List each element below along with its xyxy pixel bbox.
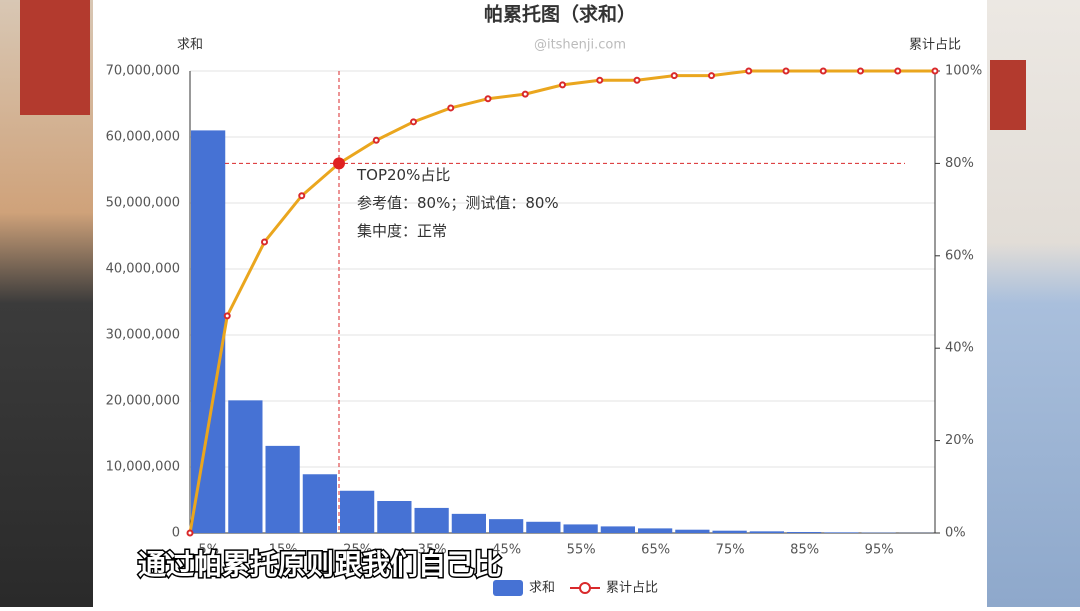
line-point [672, 73, 677, 78]
y-tick-label: 50,000,000 [106, 196, 180, 211]
bar [638, 528, 672, 533]
annotation-text: 参考值：80%；测试值：80% [357, 194, 559, 212]
y2-tick-label: 100% [945, 64, 982, 79]
line-point [411, 119, 416, 124]
bar [489, 519, 523, 533]
chart-title: 帕累托图（求和） [484, 3, 636, 26]
y-tick-label: 10,000,000 [106, 460, 180, 475]
bar [787, 532, 821, 533]
bar [415, 508, 449, 533]
watermark: @itshenji.com [534, 38, 626, 53]
y-axis-title: 求和 [177, 38, 203, 53]
bar [303, 474, 337, 533]
y2-tick-label: 20% [945, 433, 974, 448]
bar [601, 526, 635, 533]
line-point [635, 78, 640, 83]
line-point [299, 193, 304, 198]
wall-frame [990, 60, 1026, 130]
bar [564, 524, 598, 533]
y2-tick-label: 0% [945, 526, 966, 541]
y-tick-label: 20,000,000 [106, 394, 180, 409]
y-tick-label: 70,000,000 [106, 64, 180, 79]
line-point [448, 105, 453, 110]
line-point [746, 69, 751, 74]
y-tick-label: 40,000,000 [106, 262, 180, 277]
line-point [709, 73, 714, 78]
y2-tick-label: 80% [945, 156, 974, 171]
legend-swatch [493, 580, 523, 596]
wall-frame [20, 0, 90, 115]
y2-tick-label: 60% [945, 248, 974, 263]
legend-label: 累计占比 [606, 581, 658, 596]
bar [266, 446, 300, 533]
line-point [784, 69, 789, 74]
line-point [523, 92, 528, 97]
x-tick-label: 85% [790, 543, 819, 558]
bar [452, 514, 486, 533]
bar [750, 531, 784, 533]
line-point [262, 239, 267, 244]
x-tick-label: 55% [567, 543, 596, 558]
line-point [597, 78, 602, 83]
line-point [225, 313, 230, 318]
line-point [486, 96, 491, 101]
line-point [933, 69, 938, 74]
annotation-text: TOP20%占比 [356, 166, 450, 184]
x-tick-label: 95% [865, 543, 894, 558]
y-tick-label: 0 [172, 526, 180, 541]
line-point [858, 69, 863, 74]
legend-swatch [580, 583, 590, 593]
line-point [374, 138, 379, 143]
bar [228, 400, 262, 533]
bar [340, 491, 374, 533]
bar [713, 531, 747, 533]
bar [824, 532, 858, 533]
y2-axis-title: 累计占比 [909, 38, 961, 53]
y2-tick-label: 40% [945, 341, 974, 356]
bar [526, 522, 560, 533]
line-point [821, 69, 826, 74]
legend-label: 求和 [529, 581, 555, 596]
video-caption: 通过帕累托原则跟我们自己比 [138, 548, 502, 581]
y-tick-label: 60,000,000 [106, 130, 180, 145]
bar [377, 501, 411, 533]
y-tick-label: 30,000,000 [106, 328, 180, 343]
line-point [560, 82, 565, 87]
x-tick-label: 75% [716, 543, 745, 558]
bar [191, 130, 225, 533]
line-point [188, 531, 193, 536]
annotation-text: 集中度：正常 [357, 222, 447, 240]
x-tick-label: 65% [641, 543, 670, 558]
line-point [895, 69, 900, 74]
bar [675, 530, 709, 533]
reference-point [333, 157, 345, 169]
